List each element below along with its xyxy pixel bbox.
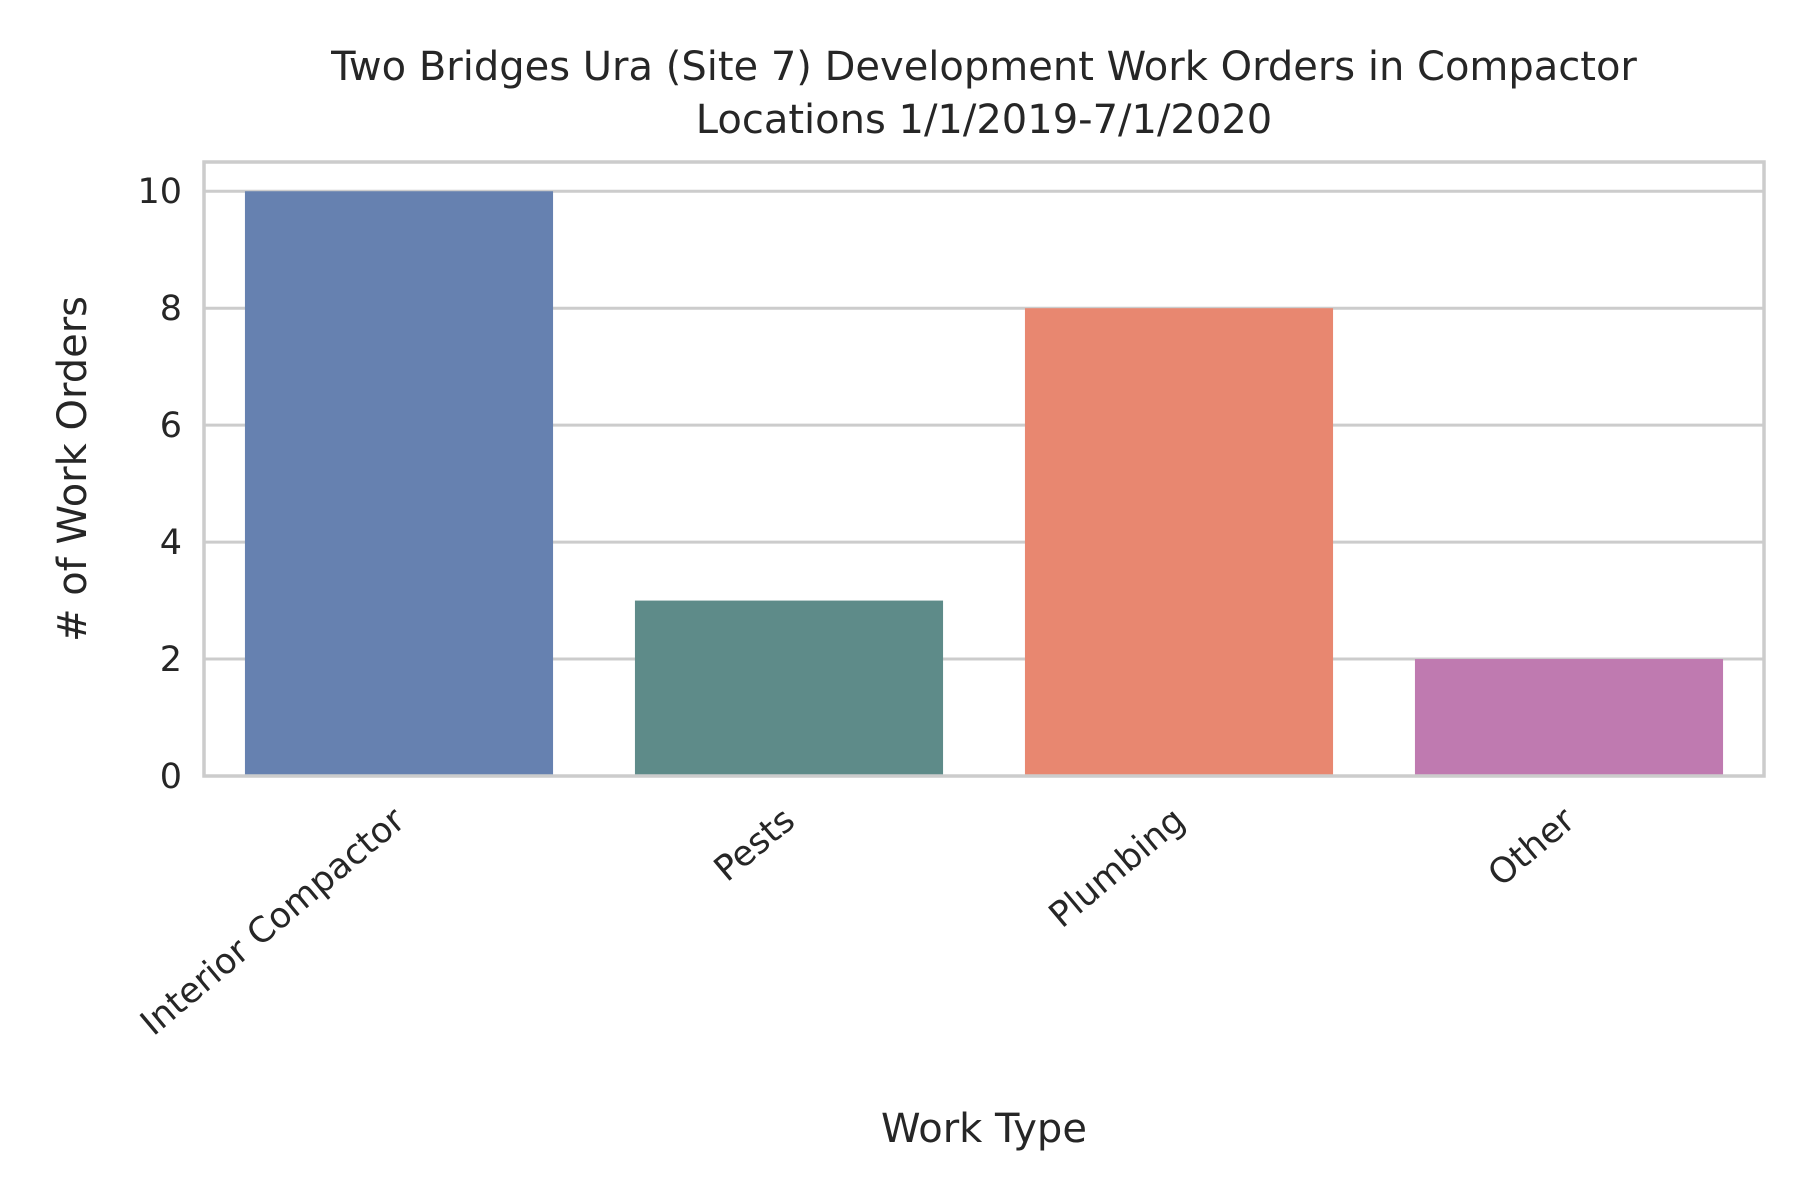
y-tick-label: 10: [137, 172, 182, 212]
bar-plumbing: [1024, 308, 1334, 776]
x-axis-title: Work Type: [881, 1106, 1087, 1152]
bar-pests: [634, 600, 944, 776]
x-tick-label: Pests: [707, 800, 803, 890]
y-tick-label: 4: [160, 523, 182, 563]
chart-title: Two Bridges Ura (Site 7) Development Wor…: [330, 44, 1637, 143]
x-tick-label: Interior Compactor: [133, 800, 413, 1044]
y-axis-title: # of Work Orders: [50, 296, 96, 642]
y-tick-label: 6: [160, 406, 182, 446]
x-tick-label: Other: [1481, 800, 1583, 895]
x-tick-label: Plumbing: [1042, 800, 1193, 936]
bar-interior-compactor: [244, 191, 554, 776]
y-tick-labels: 0 2 4 6 8 10: [137, 172, 182, 797]
bars: [244, 191, 1724, 776]
chart-title-line-2: Locations 1/1/2019-7/1/2020: [696, 97, 1272, 143]
x-tick-labels: Interior Compactor Pests Plumbing Other: [133, 800, 1583, 1044]
chart-title-line-1: Two Bridges Ura (Site 7) Development Wor…: [330, 44, 1637, 90]
plot-frame: [202, 160, 1766, 778]
bar-other: [1414, 659, 1724, 776]
y-tick-label: 0: [160, 757, 182, 797]
y-tick-label: 2: [160, 640, 182, 680]
y-tick-label: 8: [160, 289, 182, 329]
